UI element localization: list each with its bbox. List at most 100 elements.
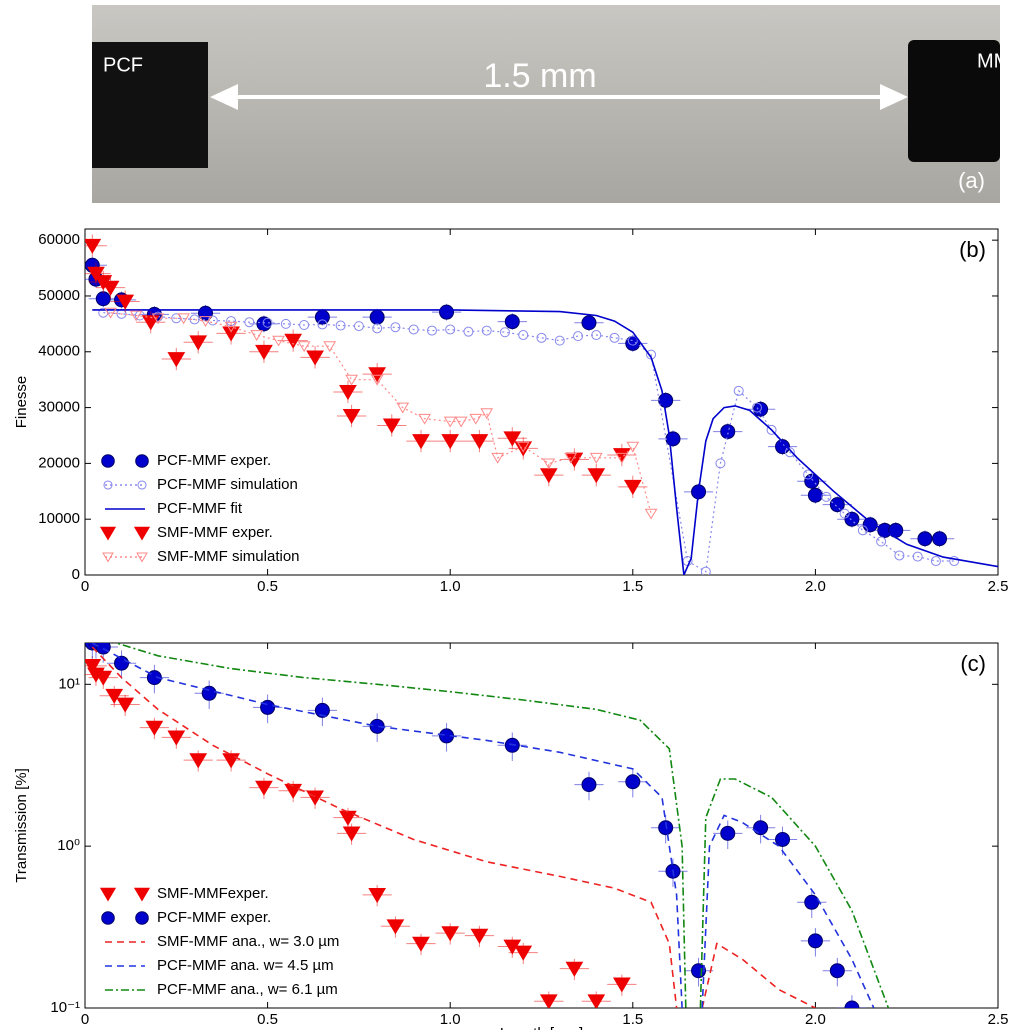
x-tick-label: 1.0 (440, 578, 461, 595)
data-point (753, 820, 769, 836)
data-point (565, 961, 584, 977)
data-point (516, 441, 530, 453)
data-point (284, 783, 303, 799)
data-point (804, 894, 820, 910)
data-point (342, 409, 361, 425)
y-tick-label: 0 (72, 566, 80, 583)
data-point (116, 697, 135, 713)
y-tick-label: 50000 (38, 287, 80, 304)
data-point (573, 331, 584, 342)
data-point (665, 431, 681, 447)
data-point (368, 367, 387, 383)
x-tick-label: 0.5 (257, 578, 278, 595)
series-line (113, 643, 890, 1008)
data-point (116, 294, 135, 310)
data-point (342, 826, 361, 842)
data-point (244, 317, 255, 328)
photo: PCF MM 1.5 mm (a) (92, 5, 1010, 203)
data-point (412, 936, 430, 952)
data-point (564, 452, 578, 464)
x-tick-label: 0 (81, 1011, 89, 1028)
legend-marker (133, 526, 151, 541)
data-point (284, 333, 303, 349)
data-point (445, 324, 456, 335)
data-point (753, 401, 769, 417)
legend-label: SMF-MMF exper. (157, 524, 273, 541)
y-tick-label: 30000 (38, 399, 80, 416)
data-point (766, 424, 777, 435)
data-point (581, 315, 597, 331)
photo-label: MM (977, 50, 1010, 72)
data-point (250, 330, 264, 341)
data-point (370, 374, 384, 386)
data-point (644, 508, 658, 520)
data-point (280, 318, 291, 329)
data-point (368, 887, 387, 904)
legend-marker (135, 454, 149, 468)
data-point (396, 402, 410, 414)
data-point (85, 238, 102, 254)
data-point (339, 385, 357, 401)
series-line (92, 309, 998, 575)
data-point (369, 718, 385, 734)
data-point (262, 317, 273, 328)
data-point (733, 385, 744, 396)
x-tick-label: 1.5 (622, 1011, 643, 1028)
y-axis-label: Transmission [%] (13, 768, 30, 882)
legend-marker (102, 552, 114, 563)
arrow-head (880, 84, 908, 110)
data-point (386, 919, 405, 935)
data-point (255, 780, 273, 796)
data-point (299, 319, 310, 330)
x-tick-label: 1.5 (622, 578, 643, 595)
data-point (844, 511, 860, 527)
legend-marker (136, 552, 148, 563)
data-point (587, 468, 606, 484)
data-point (372, 323, 383, 334)
y-tick-label: 10000 (38, 510, 80, 527)
photo-background (92, 5, 1000, 203)
y-tick-label: 60000 (38, 231, 80, 248)
data-point (658, 392, 674, 408)
data-point (87, 266, 105, 282)
data-point (609, 332, 620, 343)
data-point (876, 536, 887, 547)
data-point (323, 341, 337, 353)
data-point (807, 933, 823, 949)
panel-label: (b) (959, 237, 986, 262)
data-point (804, 473, 820, 489)
legend-label: PCF-MMF exper. (157, 452, 271, 469)
x-tick-label: 2.5 (988, 578, 1009, 595)
data-point (803, 469, 814, 480)
x-tick-label: 2.0 (805, 578, 826, 595)
data-point (894, 550, 905, 561)
data-point (105, 688, 124, 704)
data-point (255, 344, 273, 360)
legend-marker (99, 887, 117, 902)
plot-area (85, 643, 890, 1008)
data-point (658, 820, 674, 836)
data-point (775, 831, 791, 847)
data-point (256, 316, 272, 332)
data-point (390, 322, 401, 333)
legend-label: PCF-MMF ana. w= 4.5 µm (157, 957, 334, 974)
data-point (129, 310, 143, 322)
data-point (199, 316, 212, 328)
data-point (751, 402, 762, 413)
data-point (104, 307, 117, 319)
data-point (932, 531, 948, 547)
data-point (491, 452, 505, 464)
data-point (587, 994, 606, 1008)
data-point (177, 313, 190, 325)
legend-label: SMF-MMF simulation (157, 548, 300, 565)
data-point (623, 479, 642, 496)
data-point (426, 325, 437, 336)
data-point (335, 320, 346, 331)
legend-label: PCF-MMF fit (157, 500, 243, 517)
data-point (141, 315, 160, 331)
legend-marker (135, 911, 149, 925)
x-axis-label: Length [mm] (500, 1025, 583, 1030)
data-point (314, 702, 330, 718)
data-point (612, 977, 631, 993)
data-point (949, 556, 960, 567)
